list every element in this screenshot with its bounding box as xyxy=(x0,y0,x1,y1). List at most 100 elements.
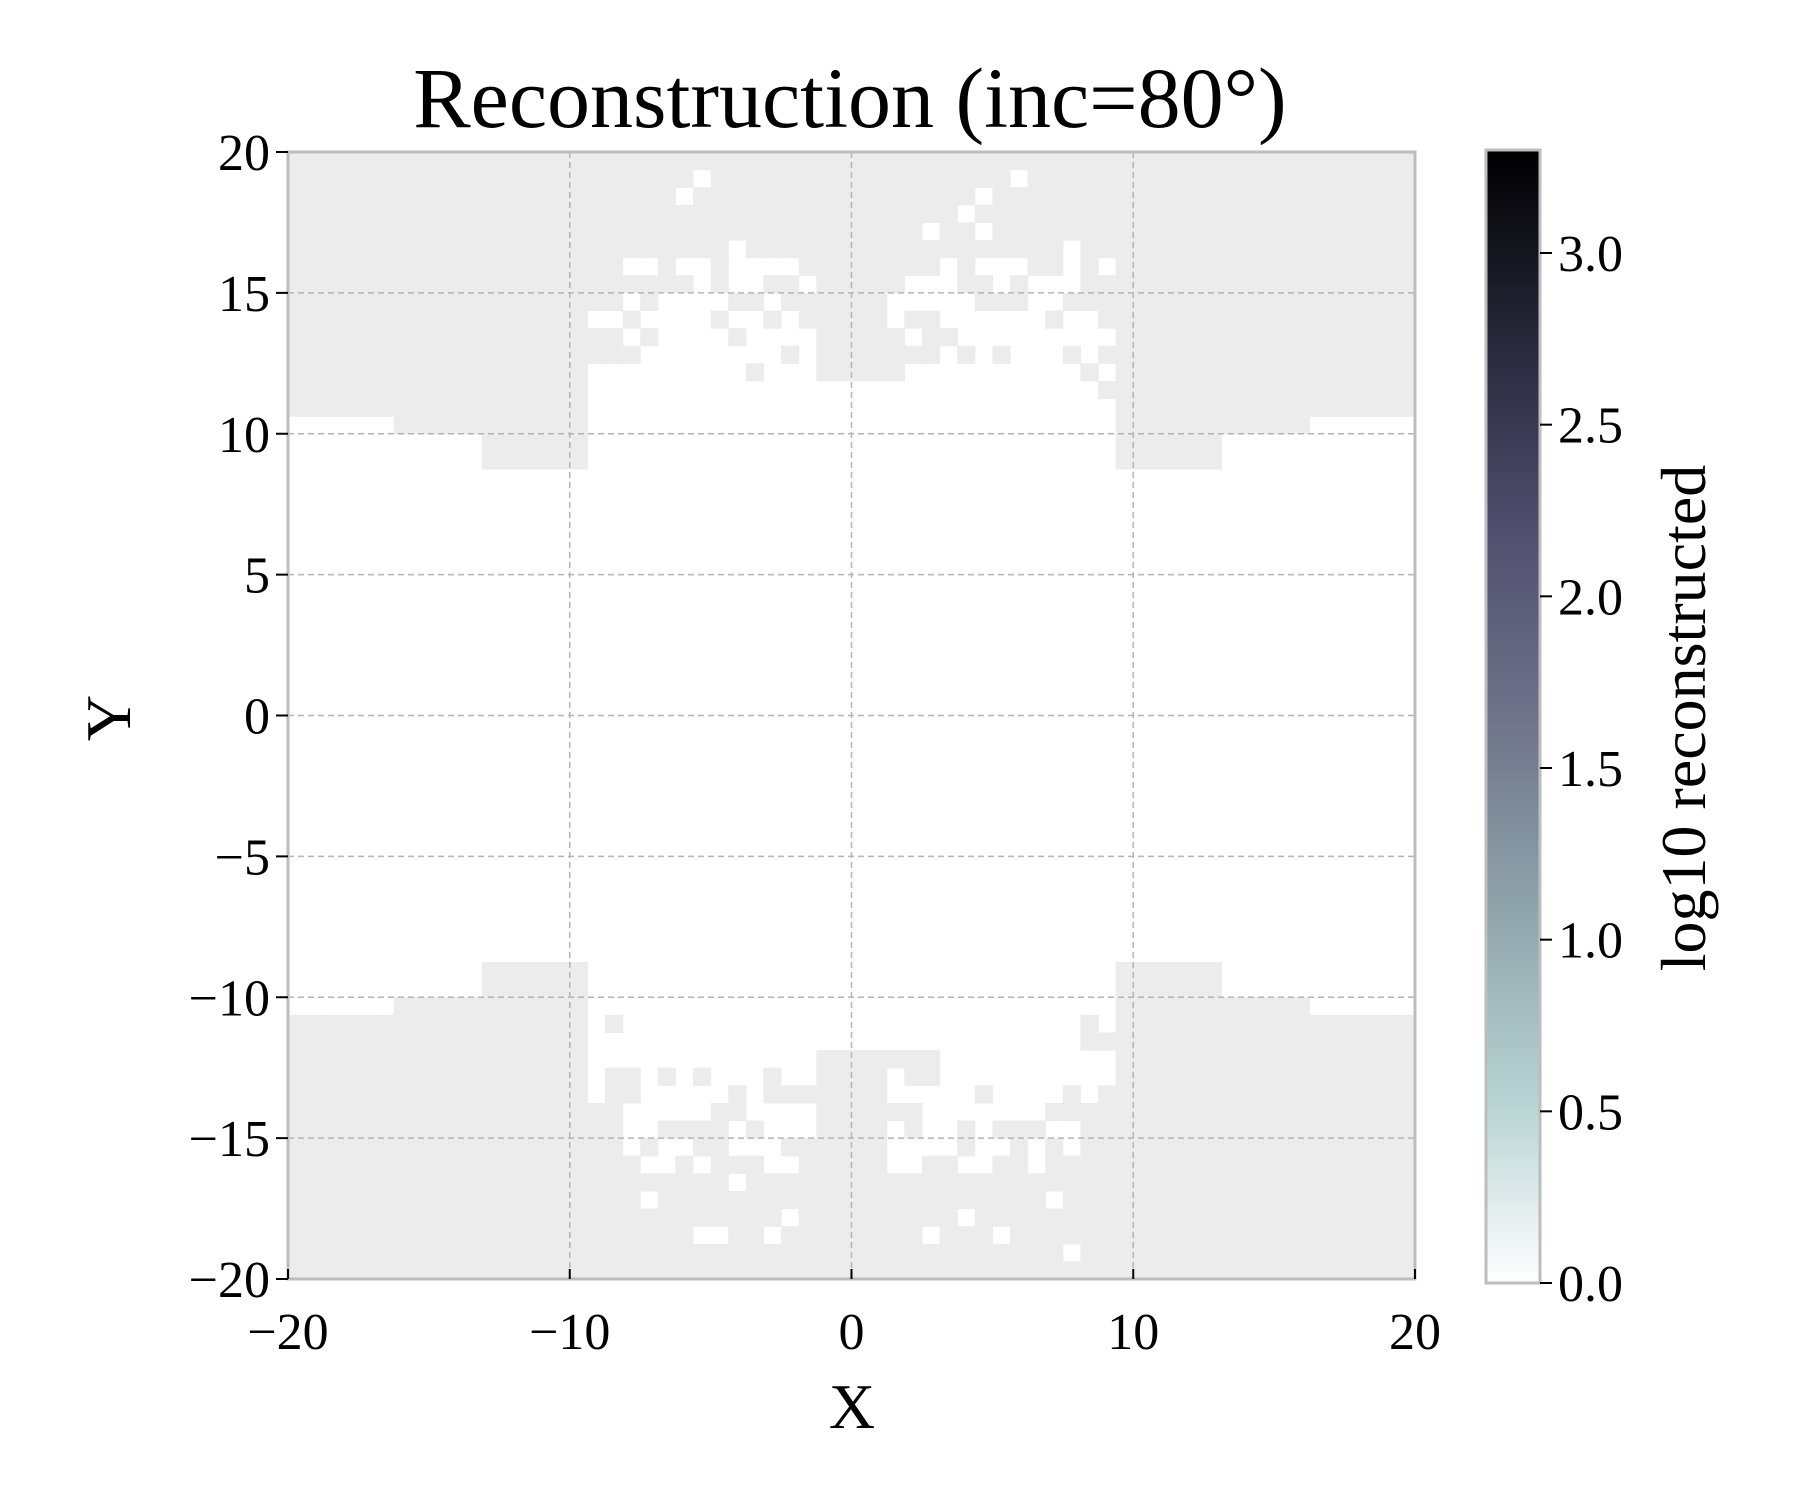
heatmap-cell xyxy=(1203,380,1222,400)
heatmap-cell xyxy=(534,204,553,224)
heatmap-cell xyxy=(569,1208,588,1227)
heatmap-cell xyxy=(851,1050,870,1069)
heatmap-cell xyxy=(288,275,307,294)
heatmap-cell xyxy=(974,1190,993,1210)
heatmap-cell xyxy=(1238,310,1258,329)
heatmap-cell xyxy=(1080,292,1099,312)
heatmap-cell xyxy=(728,169,747,188)
heatmap-cell xyxy=(569,1067,588,1086)
heatmap-cell xyxy=(1256,1032,1275,1051)
heatmap-cell xyxy=(693,1243,712,1262)
heatmap-cell xyxy=(481,310,500,329)
heatmap-cell xyxy=(833,1138,853,1157)
heatmap-cell xyxy=(1186,152,1205,171)
heatmap-cell xyxy=(411,1155,430,1174)
heatmap-cell xyxy=(622,1067,641,1086)
heatmap-cell xyxy=(516,1261,536,1280)
heatmap-cell xyxy=(323,1014,342,1034)
heatmap-cell xyxy=(499,1208,518,1227)
heatmap-cell xyxy=(1238,1190,1258,1210)
heatmap-cell xyxy=(358,398,377,417)
heatmap-cell xyxy=(816,363,835,382)
heatmap-cell xyxy=(710,1120,729,1139)
heatmap-cell xyxy=(288,380,307,400)
heatmap-cell xyxy=(1115,1190,1134,1210)
heatmap-cell xyxy=(552,1261,571,1280)
heatmap-cell xyxy=(1150,310,1170,329)
heatmap-cell xyxy=(904,222,923,241)
heatmap-cell xyxy=(798,1190,817,1210)
heatmap-cell xyxy=(1309,1138,1328,1157)
heatmap-cell xyxy=(481,1067,500,1086)
heatmap-cell xyxy=(1221,152,1240,171)
heatmap-cell xyxy=(288,328,307,347)
heatmap-cell xyxy=(1274,204,1293,224)
heatmap-cell xyxy=(1098,345,1117,364)
heatmap-cell xyxy=(1186,1261,1205,1280)
heatmap-cell xyxy=(1362,1173,1381,1192)
heatmap-cell xyxy=(833,310,853,329)
heatmap-cell xyxy=(921,310,941,329)
heatmap-cell xyxy=(1397,1032,1416,1051)
heatmap-cell xyxy=(1309,292,1328,312)
heatmap-cell xyxy=(1186,240,1205,259)
heatmap-cell xyxy=(974,240,993,259)
heatmap-cell xyxy=(499,398,518,417)
heatmap-cell xyxy=(992,1261,1011,1280)
heatmap-cell xyxy=(1186,1155,1205,1174)
heatmap-cell xyxy=(1115,1226,1134,1245)
heatmap-cell xyxy=(1150,152,1170,171)
heatmap-cell xyxy=(358,1050,377,1069)
heatmap-cell xyxy=(358,1014,377,1034)
y-tick-label: −5 xyxy=(215,829,270,886)
heatmap-cell xyxy=(939,222,958,241)
heatmap-cell xyxy=(1150,433,1170,452)
heatmap-cell xyxy=(393,1173,412,1192)
heatmap-cell xyxy=(675,1243,694,1262)
heatmap-cell xyxy=(1326,1261,1346,1280)
heatmap-cell xyxy=(1062,1155,1082,1174)
heatmap-cell xyxy=(1150,1261,1170,1280)
heatmap-cell xyxy=(1274,1243,1293,1262)
heatmap-cell xyxy=(763,310,782,329)
heatmap-cell xyxy=(1326,1226,1346,1245)
heatmap-cell xyxy=(1291,1155,1310,1174)
heatmap-cell xyxy=(499,1085,518,1104)
heatmap-cell xyxy=(481,451,500,470)
heatmap-cell xyxy=(1326,1085,1346,1104)
heatmap-cell xyxy=(464,1226,483,1245)
heatmap-cell xyxy=(1344,310,1363,329)
heatmap-cell xyxy=(323,169,342,188)
heatmap-cell xyxy=(640,1138,659,1157)
heatmap-cell xyxy=(798,292,817,312)
heatmap-cell xyxy=(288,310,307,329)
heatmap-cell xyxy=(340,204,360,224)
heatmap-cell xyxy=(534,240,553,259)
heatmap-cell xyxy=(1291,997,1310,1016)
heatmap-cell xyxy=(781,169,800,188)
heatmap-cell xyxy=(499,169,518,188)
heatmap-cell xyxy=(1256,363,1275,382)
heatmap-cell xyxy=(1397,1226,1416,1245)
heatmap-cell xyxy=(499,152,518,171)
heatmap-cell xyxy=(1274,398,1293,417)
heatmap-cell xyxy=(1203,169,1222,188)
heatmap-cell xyxy=(710,257,729,276)
heatmap-cell xyxy=(1238,1226,1258,1245)
heatmap-cell xyxy=(833,363,853,382)
heatmap-cell xyxy=(305,363,324,382)
heatmap-cell xyxy=(569,169,588,188)
heatmap-cell xyxy=(499,380,518,400)
heatmap-cell xyxy=(411,1120,430,1139)
heatmap-cell xyxy=(305,1120,324,1139)
heatmap-cell xyxy=(604,275,624,294)
heatmap-cell xyxy=(1397,1067,1416,1086)
heatmap-cell xyxy=(728,204,747,224)
heatmap-cell xyxy=(939,1243,958,1262)
heatmap-cell xyxy=(798,1261,817,1280)
heatmap-cell xyxy=(622,152,641,171)
heatmap-cell xyxy=(851,257,870,276)
heatmap-cell xyxy=(569,398,588,417)
heatmap-cell xyxy=(921,257,941,276)
heatmap-cell xyxy=(481,416,500,435)
